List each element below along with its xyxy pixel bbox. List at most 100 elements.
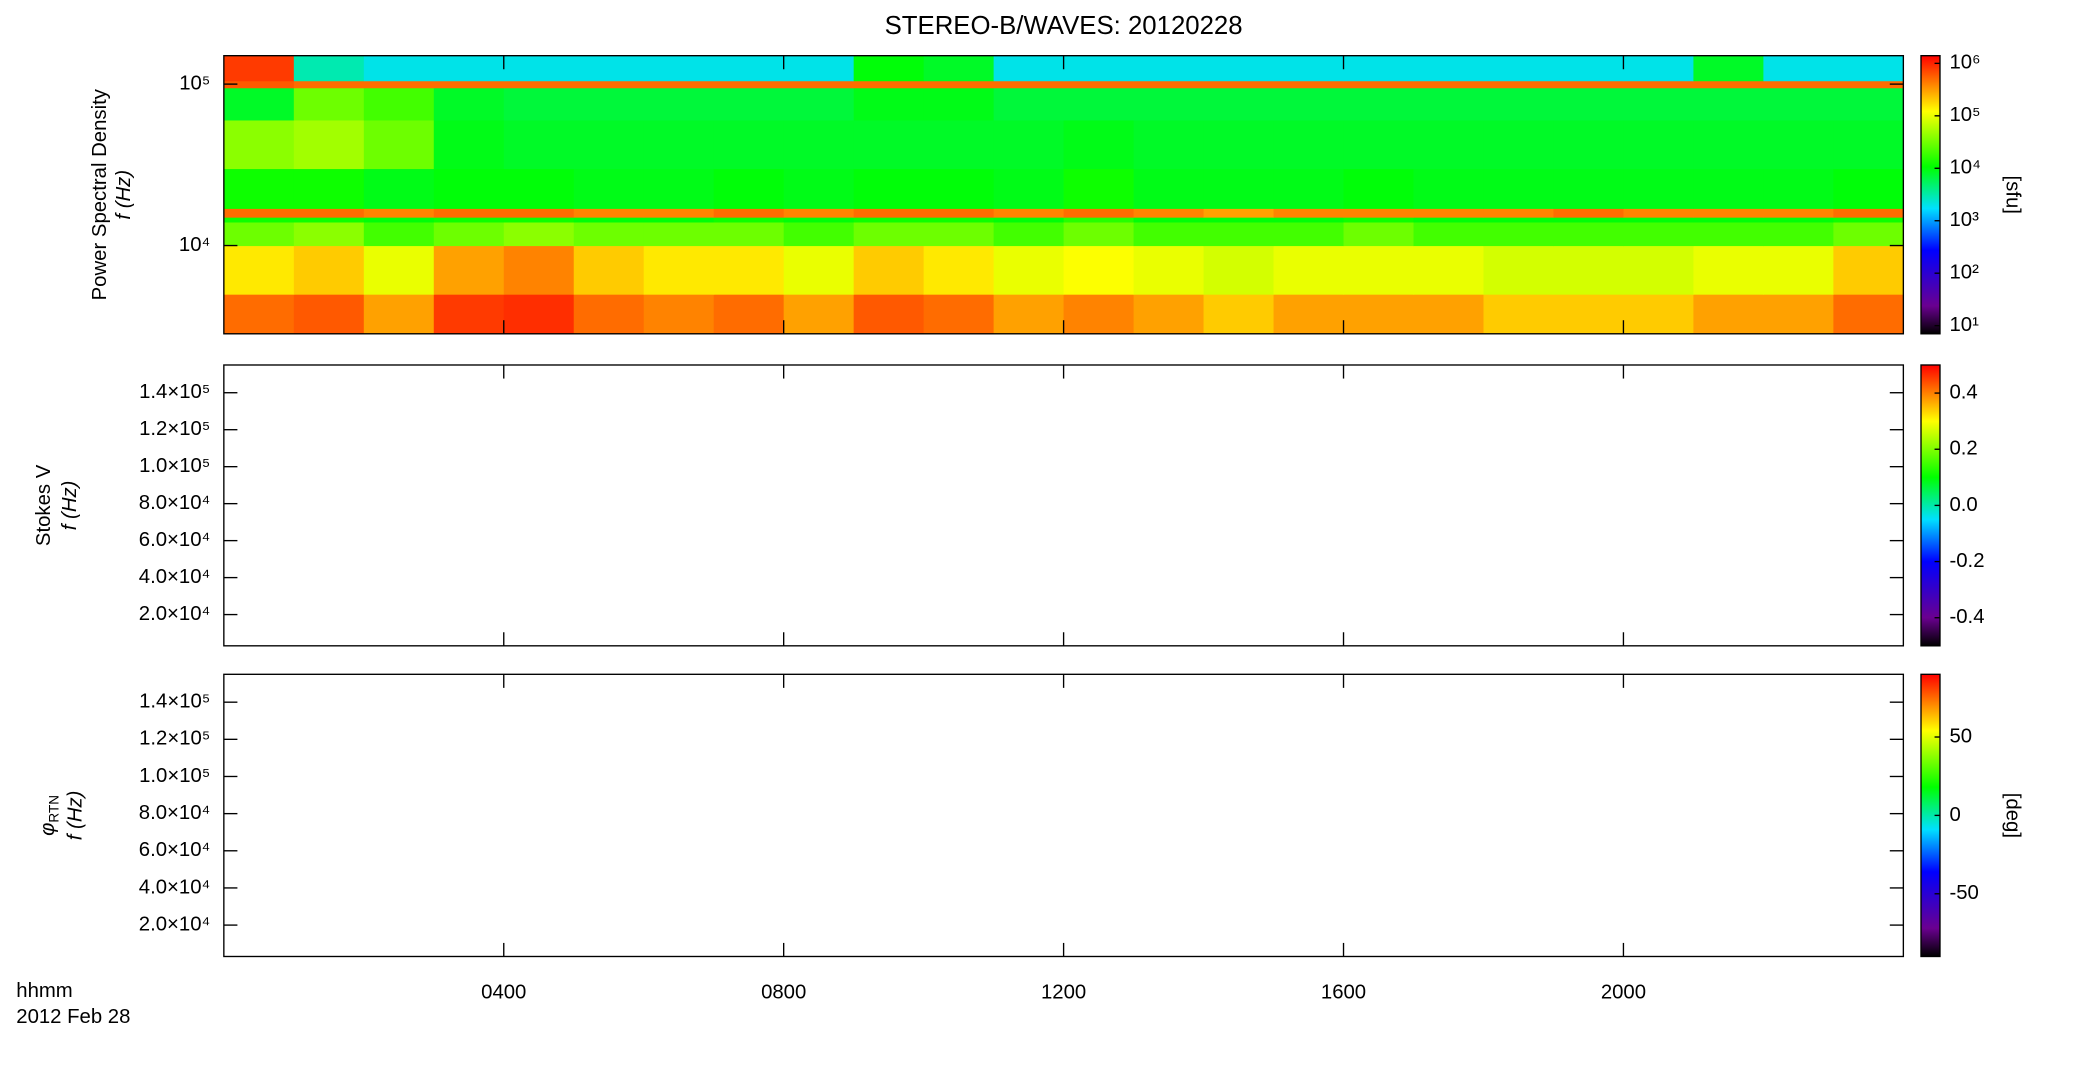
heatmap-cell (993, 208, 1065, 218)
heatmap-cell (1413, 80, 1485, 89)
heatmap-cell (433, 221, 505, 247)
heatmap-cell (223, 294, 295, 335)
heatmap-cell (993, 221, 1065, 247)
heatmap-cell (433, 87, 505, 121)
heatmap-cell (503, 217, 575, 223)
heatmap-cell (1343, 294, 1415, 335)
heatmap-cell (223, 55, 295, 82)
heatmap-cell (643, 55, 715, 82)
heatmap-cell (1483, 87, 1555, 121)
heatmap-cell (1273, 168, 1345, 209)
y-tick-label: 2.0×10⁴ (139, 603, 210, 625)
heatmap-cell (783, 208, 855, 218)
heatmap-cell (1763, 55, 1834, 82)
heatmap-cell (993, 245, 1065, 295)
y-tick-label: 2.0×10⁴ (139, 913, 210, 935)
heatmap-cell (503, 208, 575, 218)
colorbar-tick-label: 10⁴ (1949, 157, 1980, 179)
heatmap-cell (573, 221, 645, 247)
heatmap-cell (363, 208, 435, 218)
colorbar-tick-label: 50 (1949, 725, 1972, 747)
y-axis-label: f (Hz) (113, 170, 135, 220)
heatmap-cell (923, 55, 995, 82)
heatmap-cell (1553, 208, 1624, 218)
heatmap-cell (923, 208, 995, 218)
x-tick-label: 1600 (1321, 981, 1366, 1003)
heatmap-cell (1553, 87, 1624, 121)
heatmap-cell (853, 294, 925, 335)
heatmap-cell (1553, 217, 1624, 223)
colorbar-tick-label: 10⁶ (1949, 52, 1980, 74)
colorbar-tick-label: -0.4 (1949, 606, 1984, 628)
heatmap-cell (1203, 294, 1275, 335)
heatmap-cell (1833, 221, 1904, 247)
heatmap-cell (1693, 221, 1764, 247)
heatmap-cell (573, 119, 645, 170)
heatmap-cell (853, 168, 925, 209)
y-axis-label: Power Spectral Density (89, 88, 111, 300)
heatmap-cell (1693, 294, 1764, 335)
heatmap-cell (503, 294, 575, 335)
heatmap-cell (1413, 294, 1485, 335)
heatmap-cell (993, 217, 1065, 223)
heatmap-cell (1693, 80, 1764, 89)
heatmap-cell (573, 208, 645, 218)
heatmap-cell (1343, 119, 1415, 170)
heatmap-cell (1273, 217, 1345, 223)
heatmap-cell (853, 87, 925, 121)
heatmap-cell (1203, 221, 1275, 247)
heatmap-cell (1553, 119, 1624, 170)
heatmap-cell (1483, 168, 1555, 209)
heatmap-cell (1343, 208, 1415, 218)
colorbar-tick-label: 0 (1949, 804, 1960, 826)
heatmap-cell (503, 245, 575, 295)
y-axis-symbol: φ (37, 823, 59, 836)
heatmap-cell (293, 119, 365, 170)
heatmap-cell (1763, 221, 1834, 247)
heatmap-cell (503, 87, 575, 121)
heatmap-cell (573, 80, 645, 89)
heatmap-cell (1133, 55, 1205, 82)
heatmap-cell (1203, 208, 1275, 218)
colorbar-tick-label: 10¹ (1949, 314, 1979, 336)
y-tick-label: 1.4×10⁵ (139, 381, 210, 403)
heatmap-cell (433, 55, 505, 82)
heatmap-cell (1693, 245, 1764, 295)
heatmap-cell (223, 221, 295, 247)
heatmap-cell (1413, 168, 1485, 209)
heatmap-cell (713, 80, 785, 89)
heatmap-cell (1483, 217, 1555, 223)
heatmap-cell (293, 245, 365, 295)
heatmap-cell (853, 208, 925, 218)
heatmap-cell (1763, 119, 1834, 170)
heatmap-cell (1133, 208, 1205, 218)
heatmap-cell (643, 221, 715, 247)
heatmap-cell (223, 245, 295, 295)
heatmap-cell (1203, 245, 1275, 295)
heatmap-cell (713, 55, 785, 82)
heatmap-cell (853, 221, 925, 247)
plot-frame (223, 364, 1905, 647)
heatmap-cell (1693, 217, 1764, 223)
heatmap-cell (293, 294, 365, 335)
heatmap-cell (713, 294, 785, 335)
heatmap-cell (1343, 221, 1415, 247)
heatmap-cell (1273, 208, 1345, 218)
heatmap-cell (363, 80, 435, 89)
heatmap-cell (1413, 119, 1485, 170)
heatmap-cell (1553, 221, 1624, 247)
heatmap-cell (923, 168, 995, 209)
heatmap-cell (363, 245, 435, 295)
heatmap-cell (433, 208, 505, 218)
heatmap-cell (1273, 245, 1345, 295)
heatmap-cell (363, 119, 435, 170)
heatmap-cell (993, 55, 1065, 82)
heatmap-cell (503, 55, 575, 82)
heatmap-cell (993, 119, 1065, 170)
heatmap-cell (1273, 80, 1345, 89)
heatmap-cell (643, 208, 715, 218)
heatmap-cell (853, 245, 925, 295)
heatmap-cell (783, 55, 855, 82)
y-tick-label: 1.2×10⁵ (139, 418, 210, 440)
heatmap-cell (433, 294, 505, 335)
